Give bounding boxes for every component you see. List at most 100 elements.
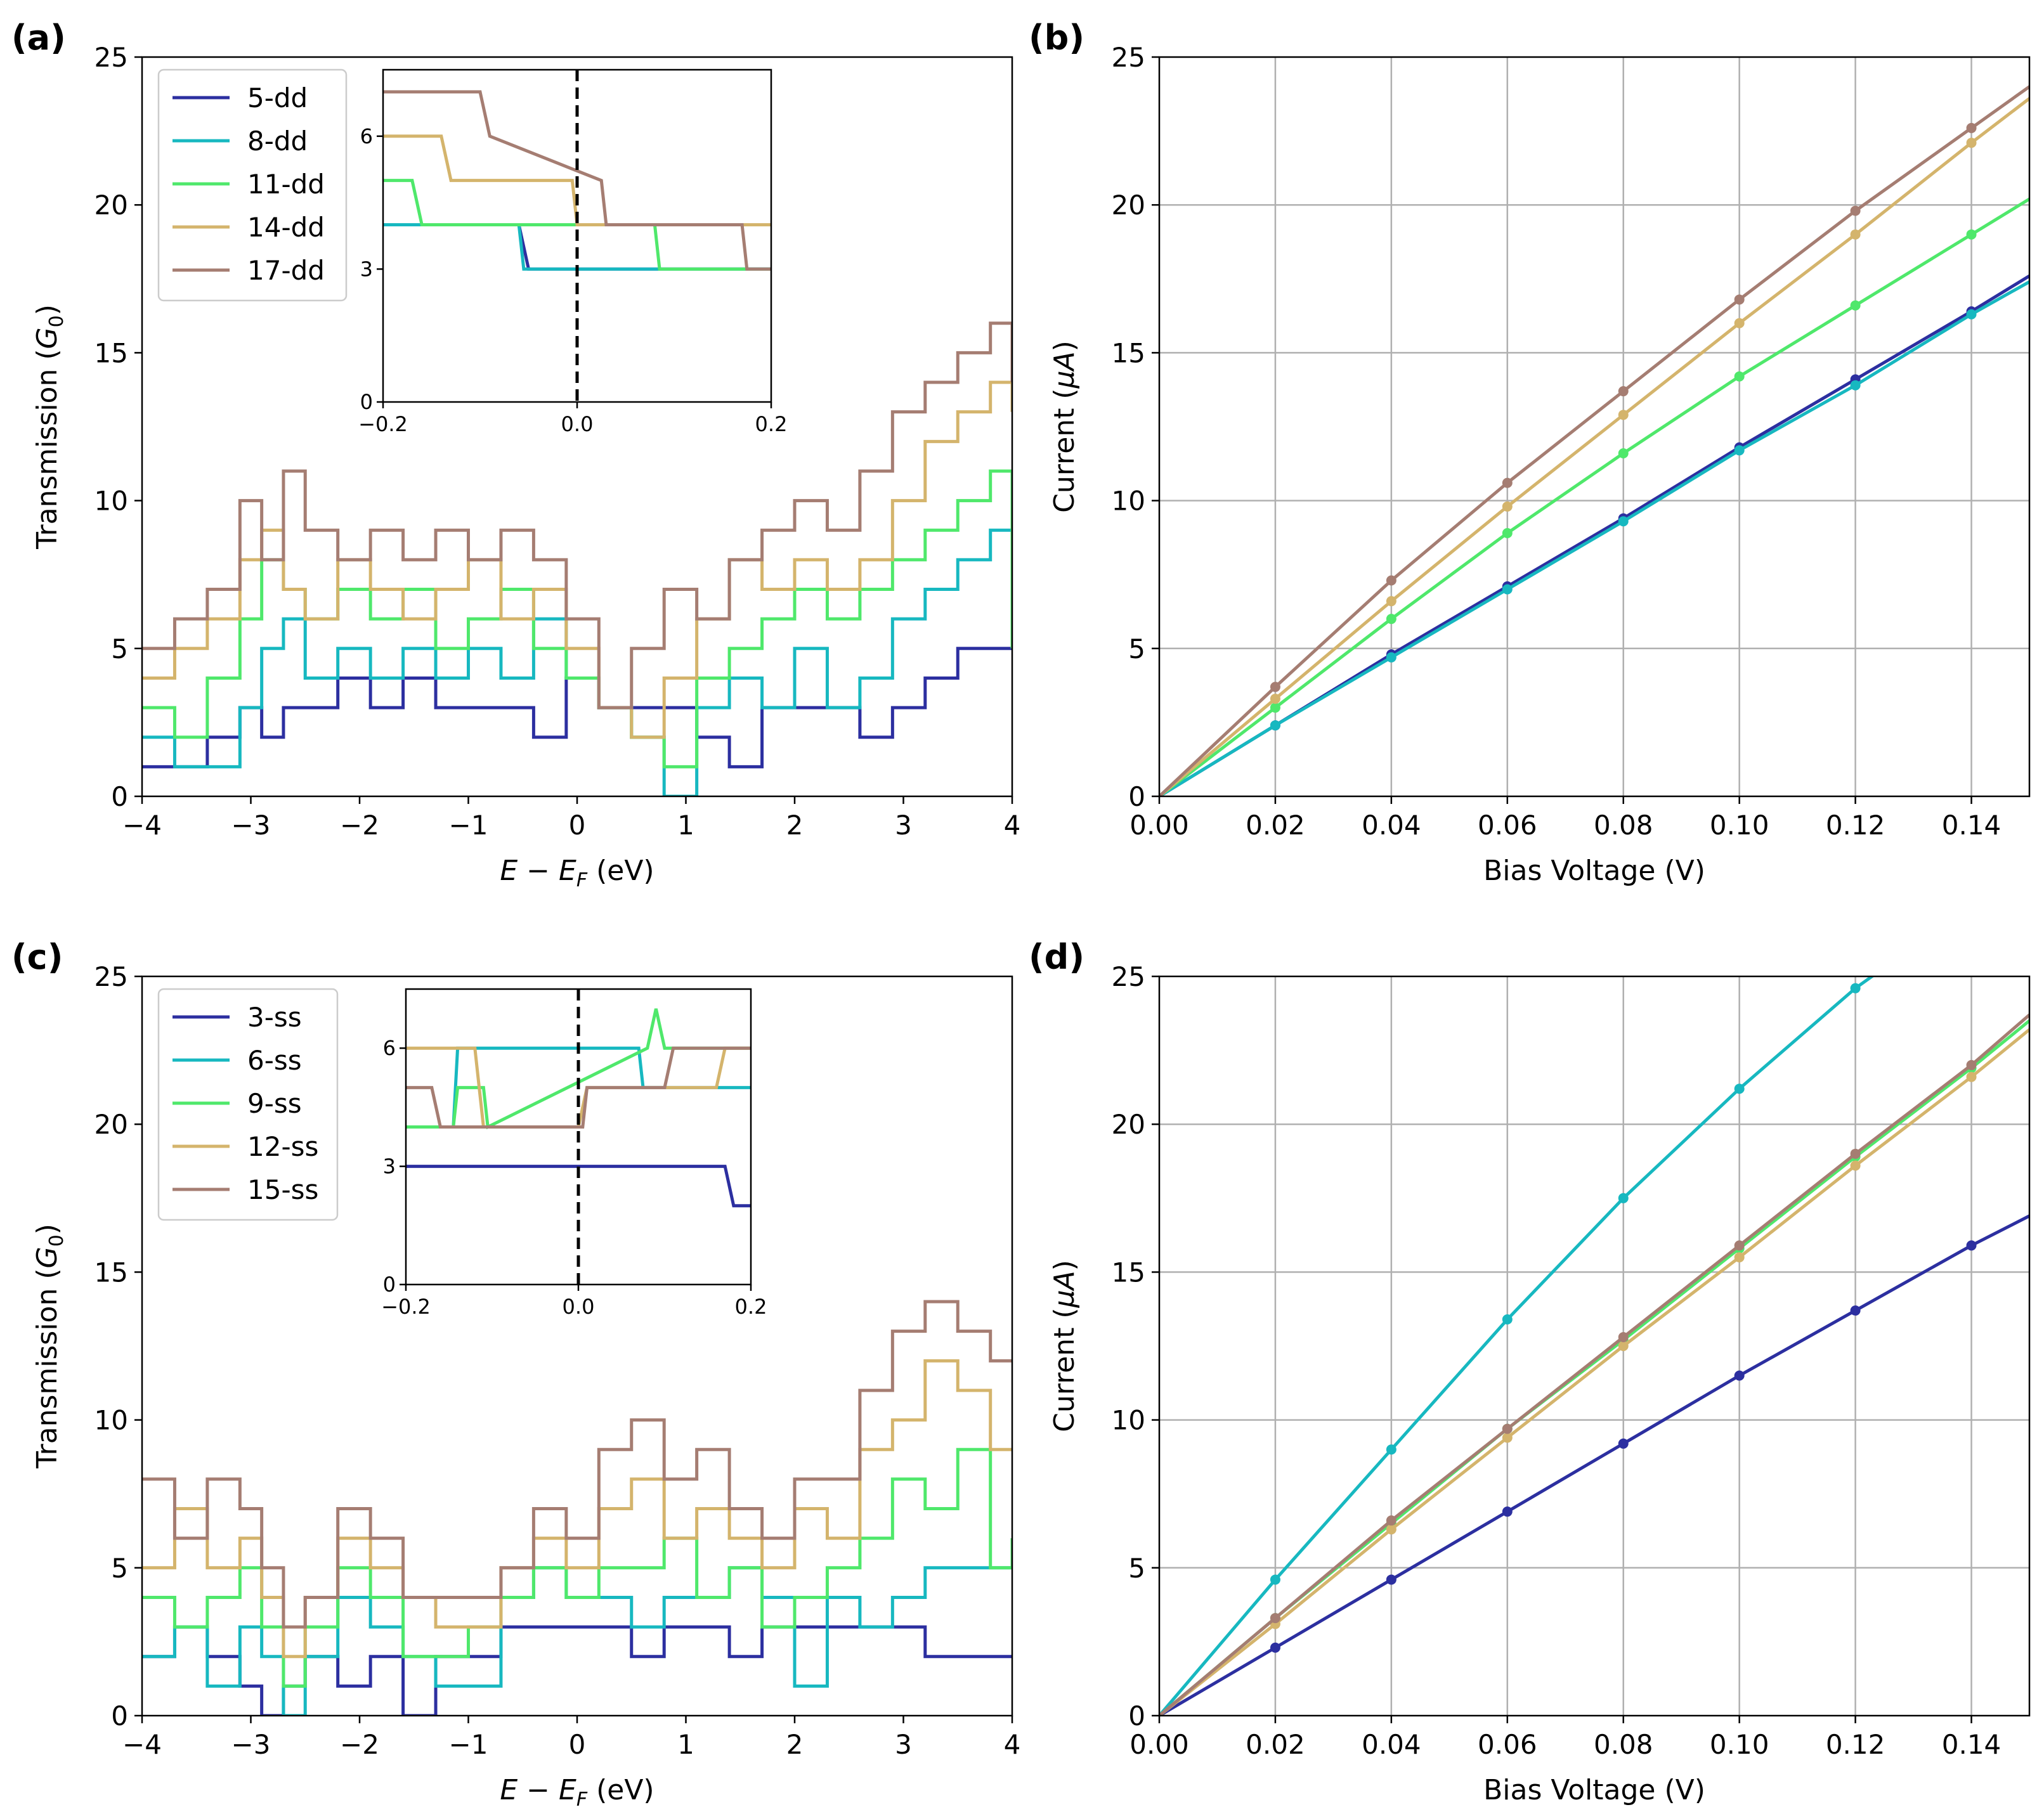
data-point-8-dd: [1386, 652, 1396, 663]
y-axis-label: Current (μA): [1048, 340, 1081, 513]
x-axis-label: E − EF (eV): [500, 855, 654, 891]
inset-x-tick-label: 0.2: [755, 412, 788, 436]
data-point-6-ss: [1850, 983, 1861, 994]
x-axis-label: E − EF (eV): [500, 1774, 654, 1811]
series-line-14-dd: [1159, 97, 2029, 796]
data-point-15-ss: [1502, 1423, 1513, 1434]
series-line-6-ss: [142, 1566, 1012, 1716]
data-point-15-ss: [1618, 1332, 1629, 1343]
y-tick-label: 15: [1112, 337, 1145, 368]
legend-label: 6-ss: [247, 1045, 302, 1076]
y-axis-label: Current (μA): [1048, 1260, 1081, 1432]
data-point-14-dd: [1386, 596, 1396, 607]
panel-label: (b): [1029, 18, 1084, 58]
y-axis-label: Transmission (G0): [31, 1224, 68, 1469]
axes-frame: [1158, 975, 2031, 1717]
y-tick-label: 5: [1128, 633, 1145, 664]
y-tick-label: 25: [94, 961, 128, 992]
legend-label: 9-ss: [247, 1088, 302, 1119]
x-tick-label: −2: [340, 1729, 379, 1760]
data-point-11-dd: [1966, 229, 1977, 240]
series-line-3-ss: [142, 1625, 1012, 1716]
data-point-3-ss: [1386, 1574, 1396, 1585]
x-tick-label: 3: [895, 810, 912, 841]
y-tick-label: 20: [94, 1109, 128, 1140]
data-point-14-dd: [1734, 318, 1745, 328]
y-tick-label: 10: [1112, 1405, 1145, 1436]
data-point-12-ss: [1502, 1432, 1513, 1443]
data-point-8-dd: [1966, 309, 1977, 320]
x-tick-label: 0.02: [1246, 1729, 1305, 1760]
x-tick-label: −4: [122, 810, 162, 841]
y-tick-label: 0: [111, 781, 128, 812]
x-tick-label: −2: [340, 810, 379, 841]
x-axis-label: Bias Voltage (V): [1483, 855, 1705, 887]
data-point-11-dd: [1618, 448, 1629, 458]
x-tick-label: −3: [231, 1729, 271, 1760]
series-group: [1159, 976, 2029, 1716]
inset-x-tick-label: −0.2: [381, 1295, 431, 1319]
panel-d: (d) 0.00 0.02 0.04 0.06 0.08 0.10 0.12 0.14 0 5 10 1…: [1029, 937, 2031, 1806]
data-point-3-ss: [1850, 1305, 1861, 1316]
legend-label: 8-dd: [247, 126, 308, 157]
legend-label: 11-dd: [247, 169, 325, 200]
y-tick-label: 25: [94, 42, 128, 73]
x-tick-label: −1: [449, 810, 488, 841]
data-point-15-ss: [1270, 1613, 1280, 1624]
legend-label: 5-dd: [247, 82, 308, 113]
data-point-17-dd: [1850, 205, 1861, 216]
data-point-17-dd: [1502, 477, 1513, 488]
data-point-8-dd: [1850, 380, 1861, 391]
data-point-12-ss: [1386, 1524, 1396, 1535]
x-tick-label: 0.10: [1710, 1729, 1769, 1760]
series-line-6-ss: [1159, 976, 1875, 1716]
inset-y-tick-label: 0: [360, 390, 373, 414]
data-point-17-dd: [1618, 386, 1629, 397]
x-tick-label: 2: [786, 810, 804, 841]
y-tick-label: 20: [1112, 1109, 1145, 1140]
data-point-11-dd: [1502, 528, 1513, 538]
y-tick-label: 10: [94, 486, 128, 517]
data-point-3-ss: [1966, 1240, 1977, 1251]
x-tick-label: −3: [231, 810, 271, 841]
panel-label: (c): [11, 937, 63, 977]
legend-box: [157, 988, 339, 1221]
inset-x-tick-label: 0.0: [561, 412, 594, 436]
y-tick-label: 0: [1128, 1700, 1145, 1732]
inset-y-tick-label: 3: [383, 1155, 396, 1179]
x-tick-label: 0.12: [1826, 810, 1885, 841]
series-line-8-dd: [142, 528, 1012, 796]
x-tick-label: 3: [895, 1729, 912, 1760]
series-line-12-ss: [142, 1359, 1012, 1659]
y-tick-label: 5: [111, 633, 128, 664]
data-point-14-dd: [1618, 410, 1629, 420]
data-point-8-dd: [1502, 584, 1513, 595]
data-point-17-dd: [1734, 294, 1745, 305]
legend-label: 17-dd: [247, 255, 325, 286]
y-tick-label: 20: [94, 190, 128, 221]
data-point-11-dd: [1270, 702, 1280, 713]
legend-label: 3-ss: [247, 1002, 302, 1033]
data-point-11-dd: [1386, 614, 1396, 625]
data-point-6-ss: [1270, 1574, 1280, 1585]
x-axis-label: Bias Voltage (V): [1483, 1774, 1705, 1806]
x-tick-label: 0.04: [1362, 810, 1421, 841]
data-point-15-ss: [1850, 1148, 1861, 1159]
data-point-6-ss: [1618, 1193, 1629, 1203]
data-point-11-dd: [1734, 371, 1745, 382]
inset: −0.2 0.0 0.2 0 3 6: [381, 988, 767, 1319]
legend: 3-ss 6-ss 9-ss 12-ss 15-ss: [157, 988, 339, 1221]
x-tick-label: 0.10: [1710, 810, 1769, 841]
data-point-14-dd: [1850, 229, 1861, 240]
data-point-12-ss: [1618, 1341, 1629, 1351]
panel-label: (d): [1029, 937, 1084, 977]
axes-frame: [1158, 56, 2031, 798]
series-line-11-dd: [1159, 197, 2029, 796]
x-tick-label: 0.06: [1478, 1729, 1537, 1760]
x-tick-label: 0.14: [1942, 1729, 2002, 1760]
series-group: [142, 321, 1012, 796]
inset-x-tick-label: 0.2: [735, 1295, 767, 1319]
data-point-12-ss: [1850, 1160, 1861, 1171]
y-tick-label: 25: [1112, 961, 1145, 992]
